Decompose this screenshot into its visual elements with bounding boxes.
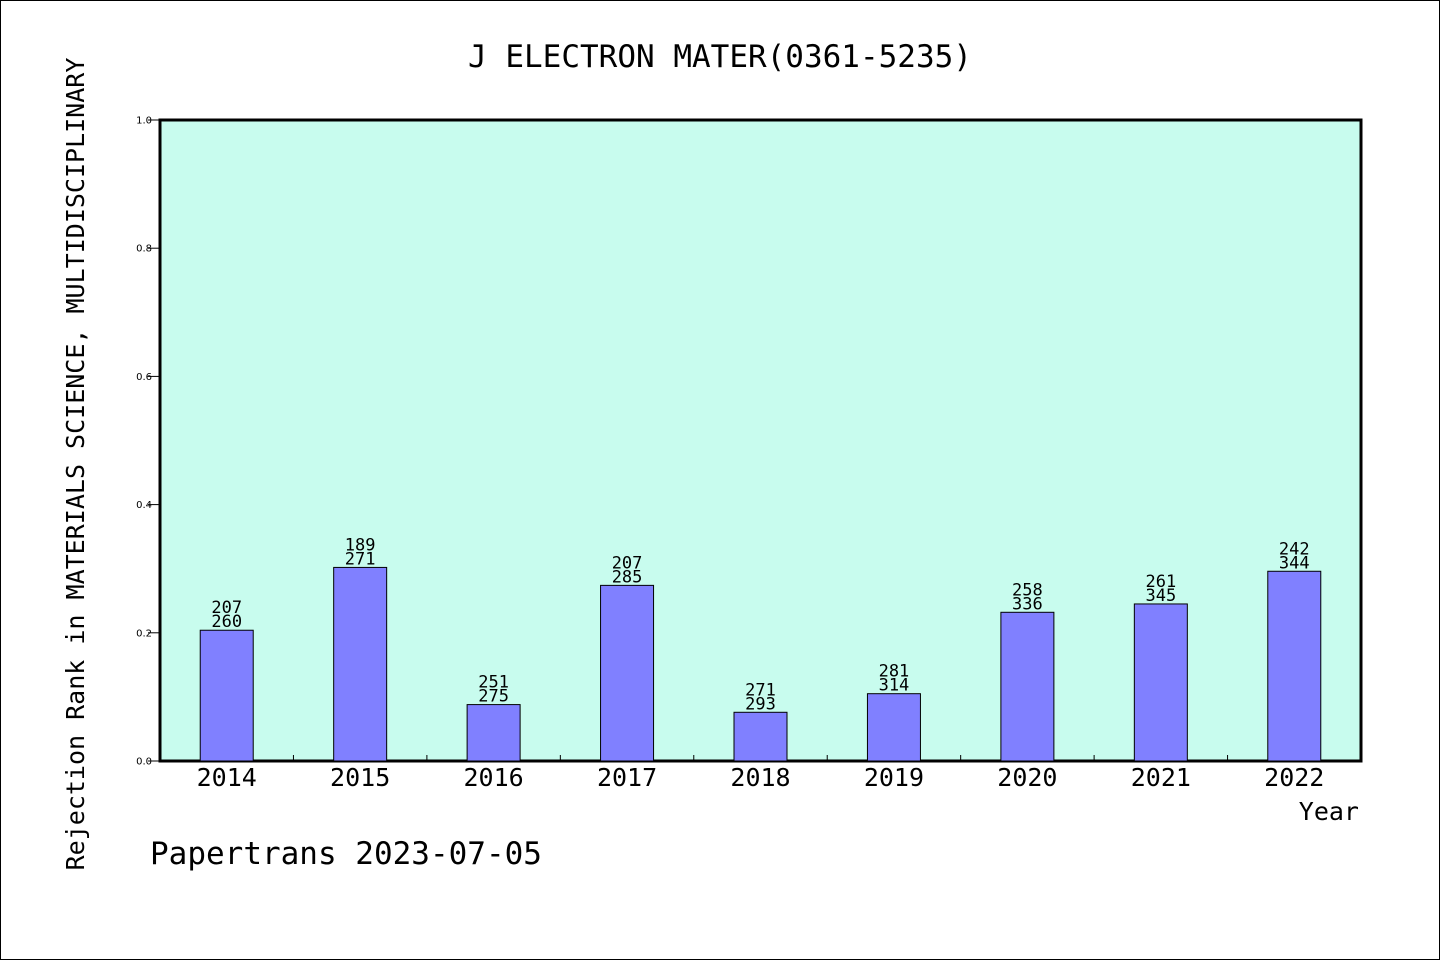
bar-total-label: 293 [745, 694, 776, 714]
y-tick-label: 0.6 [136, 372, 152, 383]
bar-2017 [600, 584, 655, 762]
chart-title: J ELECTRON MATER(0361-5235) [468, 39, 972, 75]
bar-rank-label: 207 [211, 598, 242, 618]
x-tick-label: 2022 [1264, 763, 1324, 792]
bar-2020 [1000, 611, 1055, 762]
x-tick-label: 2016 [464, 763, 524, 792]
bar-total-label: 285 [612, 567, 643, 587]
bar-2019 [866, 693, 921, 762]
bar-2021 [1133, 603, 1188, 762]
bar-total-label: 275 [478, 687, 509, 707]
bar-rank-label: 261 [1145, 572, 1176, 592]
x-tick-label: 2021 [1131, 763, 1191, 792]
bar-rank-label: 281 [879, 662, 910, 682]
y-axis: 0.0 0.2 0.4 0.6 0.8 1.0 [136, 116, 160, 768]
bar-total-label: 260 [211, 612, 242, 632]
bar-2018 [733, 711, 788, 762]
x-tick-label: 2019 [864, 763, 924, 792]
bar-total-label: 271 [345, 549, 376, 569]
y-axis-label: Rejection Rank in MATERIALS SCIENCE, MUL… [61, 58, 90, 871]
x-axis-label: Year [1299, 797, 1359, 826]
bar-total-label: 344 [1279, 553, 1310, 573]
bar-2016 [466, 704, 521, 762]
bar-2022 [1267, 570, 1322, 762]
bar-rank-label: 271 [745, 680, 776, 700]
x-tick-label: 2018 [730, 763, 790, 792]
x-tick-label: 2017 [597, 763, 657, 792]
bar-rank-label: 207 [612, 553, 643, 573]
y-tick-label: 1.0 [136, 116, 152, 127]
x-tick-label: 2015 [330, 763, 390, 792]
bar-total-label: 345 [1145, 586, 1176, 606]
bars-group: 2072601892712512752072852712932813142583… [199, 535, 1322, 762]
footer-credit: Papertrans 2023-07-05 [150, 836, 542, 872]
y-tick-label: 0.2 [136, 628, 152, 639]
y-tick-label: 0.0 [136, 757, 152, 768]
x-tick-label: 2020 [997, 763, 1057, 792]
bar-total-label: 336 [1012, 594, 1043, 614]
bar-rank-label: 189 [345, 535, 376, 555]
bar-2015 [333, 566, 388, 762]
y-tick-label: 0.8 [136, 244, 152, 255]
bar-rank-label: 251 [478, 673, 509, 693]
bar-total-label: 314 [879, 676, 910, 696]
x-tick-label: 2014 [197, 763, 257, 792]
bar-rank-label: 258 [1012, 580, 1043, 600]
bar-2014 [199, 629, 254, 762]
x-axis: 2014 2015 2016 2017 2018 2019 2020 2021 2022 [197, 755, 1324, 792]
y-tick-label: 0.4 [136, 500, 152, 511]
bar-rank-label: 242 [1279, 539, 1310, 559]
